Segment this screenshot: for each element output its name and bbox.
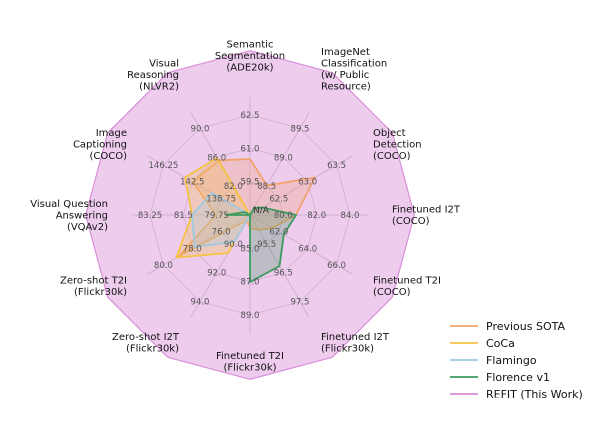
tick-label: 90.0 [224, 240, 243, 250]
axis-label-line: Finetuned T2I [216, 351, 284, 362]
axis-label-line: Finetuned T2I [373, 276, 441, 287]
tick-label: 142.5 [180, 178, 204, 188]
axis-label-line: (w/ Public [321, 70, 369, 81]
series-layer [85, 50, 415, 380]
tick-label: 79.75 [204, 211, 228, 221]
axis-label-line: Object [373, 128, 406, 139]
legend-label: REFIT (This Work) [486, 388, 583, 401]
tick-label: 59.5 [241, 178, 260, 188]
axis-label-line: Finetuned I2T [321, 332, 390, 343]
axis-label-line: Image [96, 128, 127, 139]
grid-spoke [249, 155, 353, 216]
axis-label-line: (Flickr30k) [74, 287, 127, 298]
tick-label: 76.0 [212, 228, 231, 238]
axis-label-line: Semantic [227, 40, 274, 51]
legend-label: Florence v1 [486, 371, 550, 384]
tick-label: 80.0 [274, 211, 293, 221]
tick-label: 146.25 [149, 161, 179, 171]
axis-label-line: (COCO) [90, 151, 128, 162]
tick-label: 95.5 [257, 240, 276, 250]
axis-label: Finetuned T2I (Flickr30k) [216, 351, 284, 374]
axis-label-line: Reasoning [127, 70, 179, 81]
tick-label: 89.0 [274, 153, 293, 163]
tick-label: 96.5 [274, 269, 293, 279]
axis-label-line: Segmentation [215, 51, 285, 62]
tick-label: 138.75 [206, 194, 236, 204]
tick-label: 97.5 [291, 298, 310, 308]
watermark-text: 知乎 @shan232 [481, 395, 565, 409]
legend: Previous SOTA CoCa Flamingo Florence v1 REFI… [450, 320, 583, 401]
axis-label-line: Visual [149, 59, 179, 70]
tick-label: 90.0 [191, 124, 210, 134]
axis-label: Semantic Segmentation (ADE20k) [215, 40, 285, 74]
axis-label: Finetuned I2T (COCO) [392, 205, 461, 228]
tick-label: 82.0 [224, 182, 243, 192]
axis-label-line: Visual Question [30, 199, 108, 210]
axis-label-line: (COCO) [373, 287, 411, 298]
axis-label: Finetuned T2I (COCO) [373, 276, 441, 299]
legend-label: CoCa [486, 337, 515, 350]
axis-label: ImageNet Classification (w/ Public Resource… [321, 47, 387, 93]
tick-label: 88.5 [257, 182, 276, 192]
tick-label: 63.0 [298, 178, 317, 188]
axis-label-line: Finetuned I2T [392, 205, 461, 216]
grid-spoke [249, 214, 353, 275]
axis-label-line: ImageNet [321, 47, 370, 58]
axis-label: Visual Question Answering (VQAv2) [30, 199, 108, 233]
tick-label: 81.5 [174, 211, 193, 221]
legend-label: Flamingo [486, 354, 537, 367]
series-polygon [225, 206, 297, 283]
axis-label-line: Zero-shot I2T [112, 332, 180, 343]
axis-label: Object Detection (COCO) [373, 128, 422, 162]
axis-label-line: (COCO) [392, 216, 430, 227]
axis-label-line: (VQAv2) [67, 222, 108, 233]
tick-label: 85.0 [241, 244, 260, 254]
axis-label-line: (ADE20k) [226, 63, 273, 74]
axis-label-line: Classification [321, 59, 387, 70]
axis-label-line: Detection [373, 139, 422, 150]
axis-label: Image Captioning (COCO) [73, 128, 127, 162]
axis-label-line: (COCO) [373, 151, 411, 162]
center-na-label: N/A [253, 206, 270, 216]
tick-label: 78.0 [183, 244, 202, 254]
axis-label-line: Captioning [73, 139, 127, 150]
axis-label-line: Zero-shot T2I [60, 276, 127, 287]
tick-label: 62.0 [269, 228, 288, 238]
grid-spoke [249, 112, 310, 216]
tick-label: 66.0 [327, 261, 346, 271]
tick-label: 62.5 [241, 111, 260, 121]
tick-label: 94.0 [191, 298, 210, 308]
tick-label: 64.0 [298, 244, 317, 254]
axis-label: Finetuned I2T (Flickr30k) [321, 332, 390, 355]
series-polygon [191, 192, 251, 248]
axis-label-line: Resource) [321, 82, 371, 93]
axis-labels: Semantic Segmentation (ADE20k) ImageNet Clas… [30, 40, 461, 374]
axis-label: Visual Reasoning (NLVR2) [127, 59, 179, 93]
tick-label: 92.0 [207, 269, 226, 279]
tick-label: 84.0 [341, 211, 360, 221]
tick-label: 61.0 [241, 144, 260, 154]
axis-label-line: (Flickr30k) [321, 343, 374, 354]
tick-label: 83.25 [138, 211, 162, 221]
axis-label-line: (Flickr30k) [126, 343, 179, 354]
tick-label: 87.0 [241, 278, 260, 288]
tick-labels: 59.5 61.0 62.5 88.5 89.0 89.5 62.5 63.0 63.5 80.0… [138, 111, 360, 321]
axis-label: Zero-shot I2T (Flickr30k) [112, 332, 180, 355]
tick-label: 62.5 [269, 194, 288, 204]
legend-label: Previous SOTA [486, 320, 565, 333]
axis-label-line: (NLVR2) [139, 82, 179, 93]
tick-label: 63.5 [327, 161, 346, 171]
tick-label: 86.0 [207, 153, 226, 163]
axis-label-line: (Flickr30k) [223, 363, 276, 374]
tick-label: 89.5 [291, 124, 310, 134]
tick-label: 89.0 [241, 311, 260, 321]
tick-label: 82.0 [307, 211, 326, 221]
axis-label: Zero-shot T2I (Flickr30k) [60, 276, 127, 299]
tick-label: 80.0 [154, 261, 173, 271]
axis-label-line: Answering [56, 210, 108, 221]
